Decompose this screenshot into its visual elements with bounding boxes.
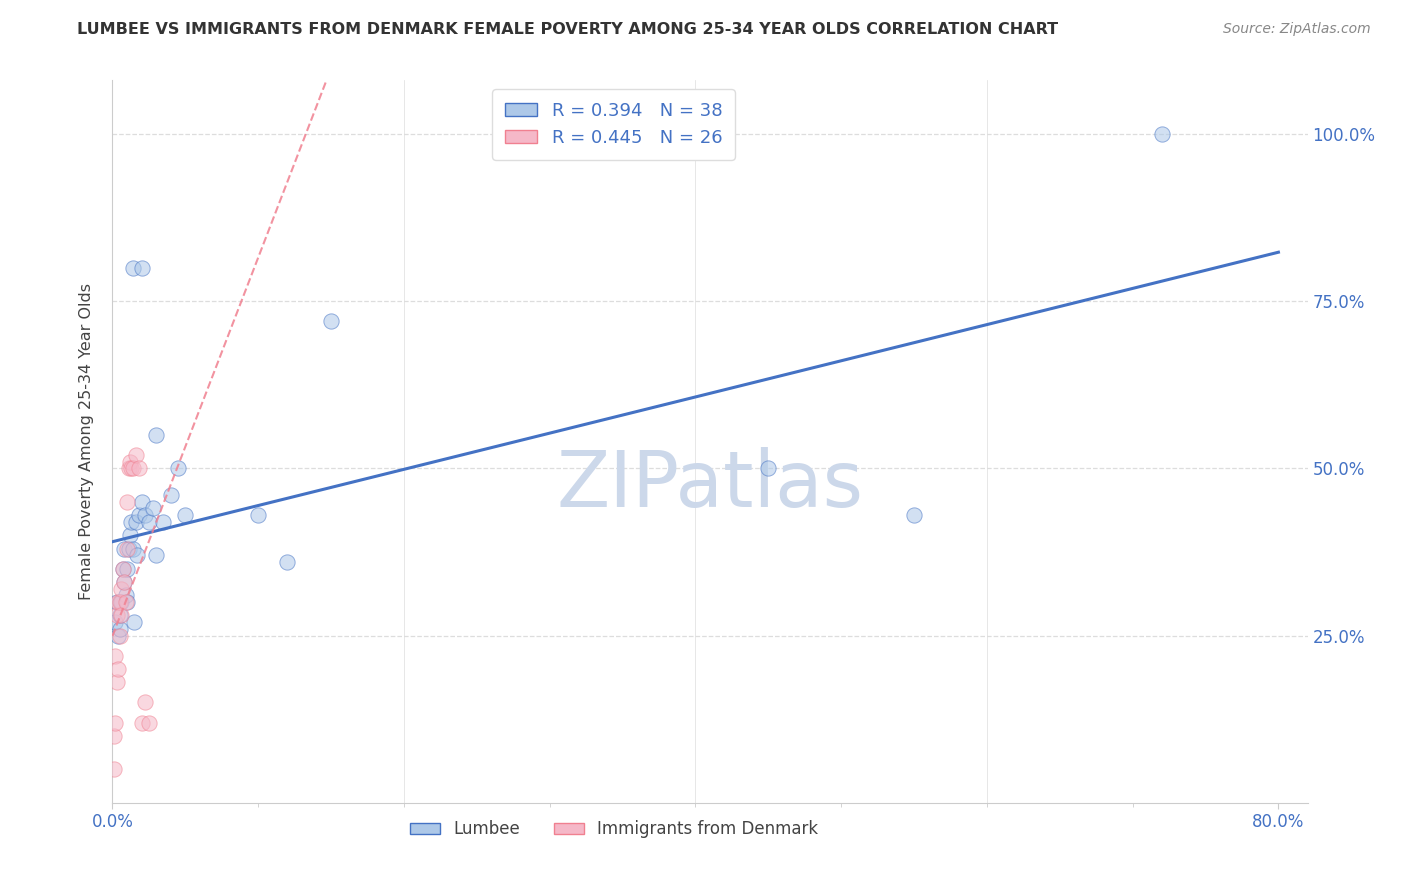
Text: LUMBEE VS IMMIGRANTS FROM DENMARK FEMALE POVERTY AMONG 25-34 YEAR OLDS CORRELATI: LUMBEE VS IMMIGRANTS FROM DENMARK FEMALE… <box>77 22 1059 37</box>
Point <box>111 562 134 576</box>
Point <box>319 314 342 328</box>
Point <box>152 515 174 529</box>
Point <box>115 562 138 576</box>
Point <box>122 260 145 275</box>
Point <box>159 488 181 502</box>
Point <box>127 548 149 563</box>
Point <box>103 762 125 776</box>
Point <box>138 515 160 529</box>
Point <box>112 575 135 590</box>
Point <box>903 508 925 523</box>
Point <box>124 615 146 630</box>
Point <box>107 595 129 609</box>
Point <box>756 461 779 475</box>
Point <box>110 608 132 623</box>
Point <box>103 729 125 743</box>
Point <box>115 595 138 609</box>
Point <box>108 595 131 609</box>
Text: Source: ZipAtlas.com: Source: ZipAtlas.com <box>1223 22 1371 37</box>
Point <box>112 541 135 556</box>
Point <box>110 582 132 596</box>
Point <box>128 508 150 523</box>
Point <box>105 608 128 623</box>
Point <box>142 501 165 516</box>
Point <box>108 622 131 636</box>
Point <box>122 541 145 556</box>
Point <box>131 260 153 275</box>
Point <box>134 696 156 710</box>
Text: ZIPatlas: ZIPatlas <box>557 447 863 523</box>
Point <box>104 615 127 630</box>
Point <box>120 515 142 529</box>
Point <box>118 455 141 469</box>
Point <box>122 461 145 475</box>
Point <box>134 508 156 523</box>
Point <box>128 461 150 475</box>
Point <box>145 427 167 442</box>
Point <box>117 461 139 475</box>
Point <box>120 461 142 475</box>
Point <box>114 589 136 603</box>
Legend: Lumbee, Immigrants from Denmark: Lumbee, Immigrants from Denmark <box>404 814 825 845</box>
Point <box>131 494 153 508</box>
Point <box>125 515 148 529</box>
Point <box>145 548 167 563</box>
Point <box>167 461 190 475</box>
Point <box>118 528 141 542</box>
Point <box>114 595 136 609</box>
Point <box>111 562 134 576</box>
Point <box>104 648 127 663</box>
Point <box>105 675 128 690</box>
Point <box>108 608 131 623</box>
Point <box>125 448 148 462</box>
Point <box>107 628 129 642</box>
Point <box>131 715 153 730</box>
Point <box>1150 127 1173 141</box>
Point <box>247 508 270 523</box>
Point <box>105 595 128 609</box>
Point <box>117 541 139 556</box>
Point <box>107 662 129 676</box>
Point <box>174 508 197 523</box>
Point <box>276 555 298 569</box>
Point <box>115 494 138 508</box>
Y-axis label: Female Poverty Among 25-34 Year Olds: Female Poverty Among 25-34 Year Olds <box>79 283 94 600</box>
Point <box>108 628 131 642</box>
Point <box>104 715 127 730</box>
Point <box>115 541 138 556</box>
Point <box>112 575 135 590</box>
Point <box>110 595 132 609</box>
Point <box>138 715 160 730</box>
